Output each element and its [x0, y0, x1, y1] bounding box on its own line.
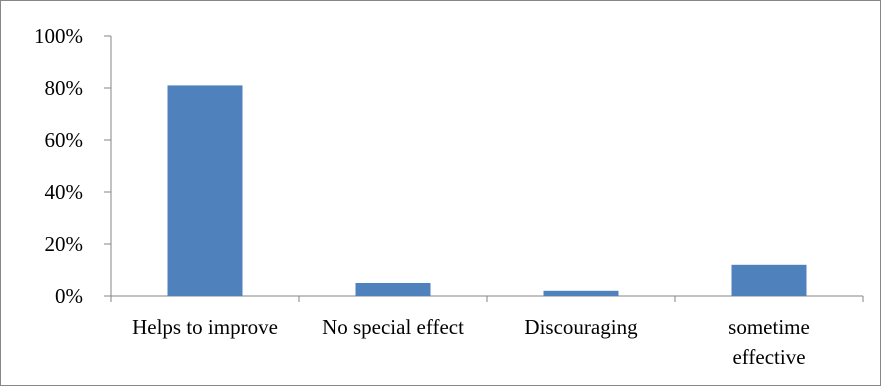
- y-tick-label: 40%: [45, 180, 84, 204]
- x-category-label: Discouraging: [524, 315, 638, 339]
- x-category-label: sometime: [728, 315, 810, 339]
- bar: [167, 85, 243, 297]
- x-category-label: Helps to improve: [132, 315, 278, 339]
- bar: [543, 290, 619, 296]
- y-tick-label: 20%: [45, 232, 84, 256]
- y-tick-label: 0%: [55, 284, 83, 308]
- bar: [731, 264, 807, 296]
- x-category-label: No special effect: [322, 315, 464, 339]
- bar: [355, 283, 431, 296]
- bar-series: [167, 85, 807, 297]
- x-category-label: effective: [732, 345, 805, 369]
- y-axis-tick-labels: 0% 20% 40% 60% 80% 100%: [34, 24, 83, 308]
- y-tick-label: 60%: [45, 128, 84, 152]
- y-tick-label: 80%: [45, 76, 84, 100]
- y-tick-label: 100%: [34, 24, 83, 48]
- x-axis-category-labels: Helps to improve No special effect Discour…: [132, 315, 810, 369]
